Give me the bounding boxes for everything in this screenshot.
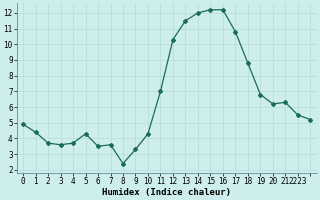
X-axis label: Humidex (Indice chaleur): Humidex (Indice chaleur) (102, 188, 231, 197)
